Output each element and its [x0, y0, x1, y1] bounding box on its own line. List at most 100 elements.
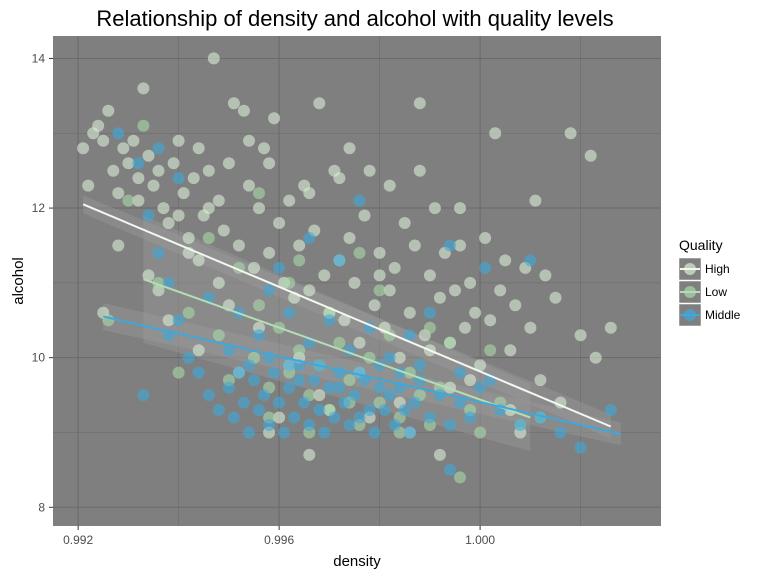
point-middle [172, 172, 185, 185]
point-high [589, 351, 602, 364]
point-middle [444, 463, 456, 476]
point-high [413, 97, 426, 110]
trend-line-low [143, 278, 531, 419]
point-low [137, 119, 150, 132]
point-high [263, 246, 276, 259]
point-high [549, 291, 562, 304]
point-low [253, 187, 265, 200]
point-high [454, 239, 466, 252]
point-high [137, 82, 150, 95]
point-high [273, 411, 286, 424]
legend-title: Quality [679, 237, 723, 253]
point-high [479, 232, 492, 244]
point-middle [142, 209, 155, 222]
point-high [504, 344, 517, 357]
point-high [263, 157, 276, 170]
point-high [202, 202, 215, 215]
point-middle [554, 426, 567, 439]
point-middle [253, 329, 265, 342]
point-middle [454, 396, 466, 409]
point-high [273, 217, 286, 229]
y-tick-label: 12 [32, 201, 46, 215]
point-middle [479, 261, 492, 274]
point-high [564, 127, 577, 140]
x-axis-title: density [333, 553, 381, 570]
point-high [383, 284, 396, 297]
point-high [82, 179, 95, 192]
chart-title: Relationship of density and alcohol with… [96, 6, 613, 31]
point-high [172, 134, 185, 147]
point-middle [248, 374, 260, 387]
trend-lines [82, 203, 622, 435]
point-high [112, 239, 125, 252]
point-low [212, 329, 225, 342]
point-middle [383, 351, 396, 364]
point-high [524, 321, 537, 334]
point-high [408, 239, 421, 252]
point-middle [574, 441, 587, 454]
point-high [232, 239, 245, 252]
point-high [187, 172, 200, 185]
x-tick-label: 1.000 [465, 533, 495, 547]
point-middle [348, 389, 361, 402]
point-high [368, 299, 381, 312]
point-middle [162, 276, 175, 289]
point-high [313, 97, 326, 110]
point-high [343, 142, 356, 155]
point-middle [283, 381, 296, 394]
point-high [102, 104, 115, 117]
point-middle [298, 396, 311, 409]
point-low [353, 246, 366, 259]
point-high [574, 329, 587, 342]
point-high [212, 276, 225, 289]
point-middle [192, 366, 205, 379]
point-high [162, 314, 175, 327]
point-high [192, 254, 205, 267]
point-high [383, 179, 396, 192]
point-low [474, 426, 487, 439]
point-middle [283, 306, 296, 319]
point-high [428, 202, 441, 215]
point-low [333, 336, 346, 349]
point-high [584, 149, 597, 162]
point-middle [112, 127, 125, 140]
point-low [293, 254, 306, 267]
point-high [192, 344, 205, 357]
point-middle [444, 239, 456, 252]
legend-item-low: Low [678, 280, 727, 304]
point-middle [202, 389, 215, 402]
point-high [177, 187, 190, 200]
point-high [423, 269, 436, 282]
point-low [454, 471, 466, 484]
point-high [207, 52, 220, 65]
point-high [167, 157, 180, 170]
point-middle [373, 381, 386, 394]
legend-label: Low [705, 285, 727, 299]
point-low [423, 321, 436, 334]
point-middle [278, 426, 291, 439]
point-middle [313, 404, 326, 416]
point-high [433, 291, 446, 304]
point-high [142, 269, 155, 282]
point-high [142, 149, 155, 162]
point-high [313, 389, 326, 402]
point-high [112, 187, 125, 200]
point-middle [368, 426, 381, 439]
point-high [217, 224, 230, 237]
point-middle [343, 419, 356, 431]
point-high [237, 104, 250, 117]
point-middle [283, 359, 296, 372]
point-middle [172, 314, 185, 327]
point-middle [408, 396, 421, 409]
point-middle [388, 419, 401, 431]
point-high [182, 232, 195, 244]
point-middle [363, 404, 376, 416]
point-middle [263, 419, 276, 431]
point-middle [263, 284, 276, 297]
data-points [77, 52, 617, 484]
point-middle [423, 411, 436, 424]
point-high [474, 359, 487, 372]
point-high [152, 164, 165, 177]
point-low [484, 344, 497, 357]
point-middle [243, 359, 255, 372]
